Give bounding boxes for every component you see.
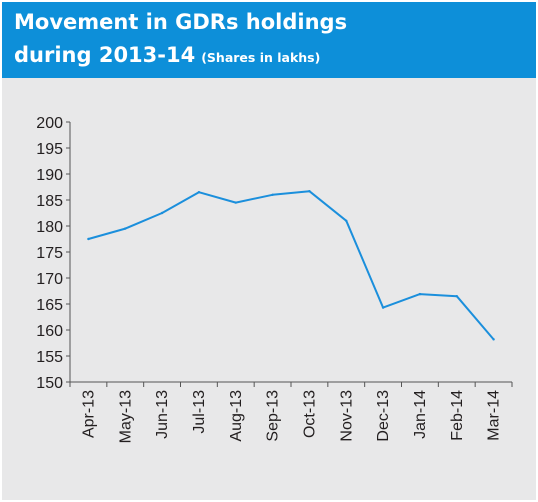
- y-tick-label: 190: [36, 167, 63, 184]
- y-tick-label: 175: [36, 245, 63, 262]
- x-tick-label: Sep-13: [265, 390, 282, 442]
- x-tick-label: Nov-13: [338, 390, 355, 442]
- x-tick-label: Jun-13: [154, 390, 171, 439]
- x-tick-label: Apr-13: [80, 390, 97, 438]
- y-tick-label: 170: [36, 271, 63, 288]
- y-tick-label: 155: [36, 349, 63, 366]
- x-tick-label: Jul-13: [191, 390, 208, 434]
- x-tick-label: Aug-13: [228, 390, 245, 442]
- x-tick-label: Mar-14: [486, 390, 503, 441]
- y-tick-label: 160: [36, 323, 63, 340]
- data-point: [124, 227, 127, 230]
- y-tick-label: 180: [36, 219, 63, 236]
- chart-subtitle: (Shares in lakhs): [201, 50, 321, 65]
- series-line: [87, 190, 495, 341]
- y-tick-label: 200: [36, 115, 63, 132]
- x-tick-label: Jan-14: [412, 390, 429, 439]
- data-point: [345, 219, 348, 222]
- x-tick-label: Dec-13: [375, 390, 392, 442]
- y-tick-label: 150: [36, 375, 63, 392]
- data-point: [271, 193, 274, 196]
- data-point: [234, 201, 237, 204]
- data-point: [87, 237, 90, 241]
- chart-header: Movement in GDRs holdings during 2013-14…: [2, 2, 536, 78]
- y-tick-label: 165: [36, 297, 63, 314]
- data-point: [381, 306, 385, 309]
- data-point: [160, 211, 164, 215]
- data-point: [455, 295, 458, 298]
- data-point: [308, 189, 311, 193]
- y-tick-label: 195: [36, 141, 63, 158]
- x-tick-label: Feb-14: [449, 390, 466, 441]
- x-tick-label: Oct-13: [301, 390, 318, 438]
- chart-title-line2-text: during 2013-14: [14, 43, 196, 67]
- data-point: [492, 338, 495, 341]
- data-point: [418, 292, 422, 296]
- y-tick-label: 185: [36, 193, 63, 210]
- x-tick-label: May-13: [117, 390, 134, 443]
- chart-title-line2: during 2013-14 (Shares in lakhs): [14, 43, 320, 67]
- data-point: [197, 191, 201, 194]
- chart-title-line1: Movement in GDRs holdings: [14, 10, 348, 34]
